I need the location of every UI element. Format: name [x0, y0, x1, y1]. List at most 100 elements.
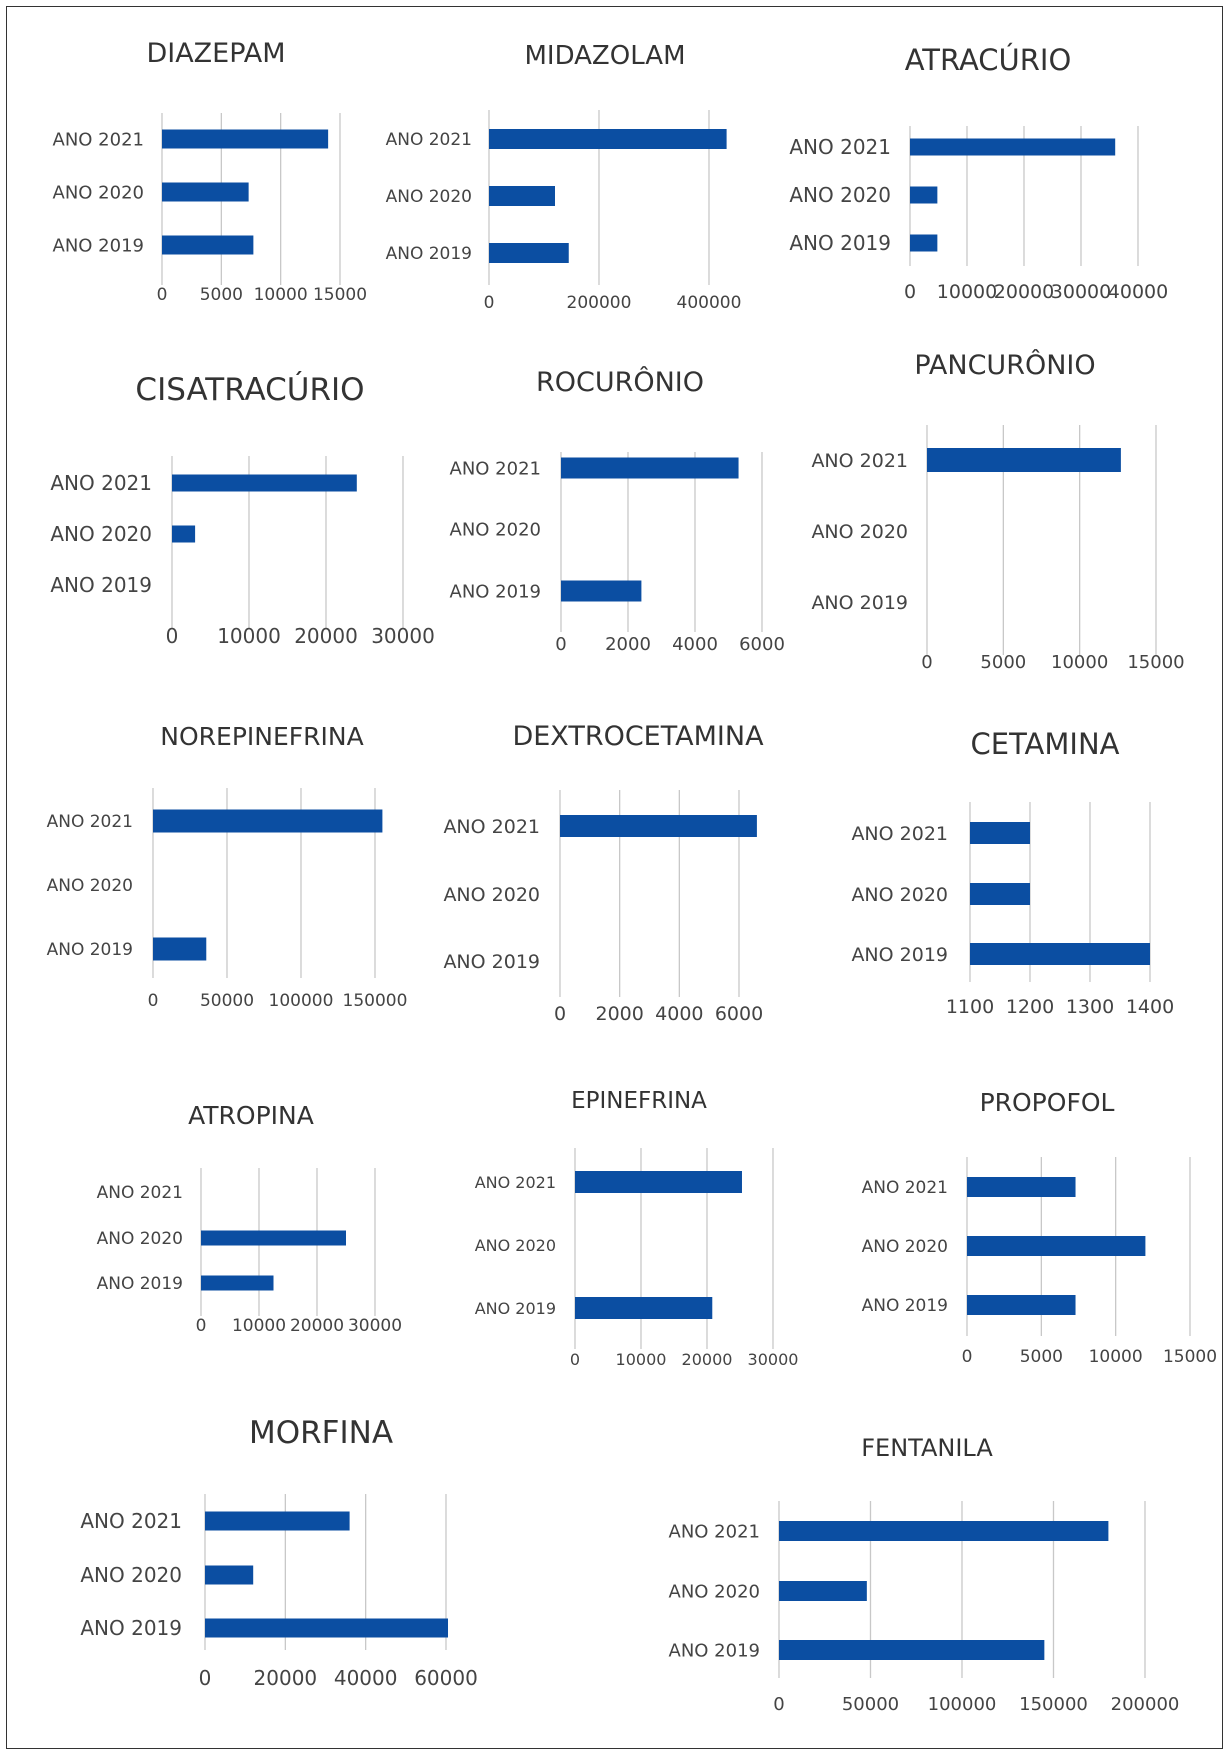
cisatracurio-category-label-1: ANO 2021 [50, 471, 152, 495]
midazolam-tick-label-1: 200000 [567, 293, 632, 313]
propofol-category-label-3: ANO 2019 [862, 1296, 948, 1316]
dextrocetamina-category-label-2: ANO 2020 [443, 884, 540, 906]
cetamina-title: CETAMINA [971, 727, 1120, 761]
epinefrina-tick-label-2: 20000 [682, 1350, 733, 1369]
epinefrina-tick-label-0: 0 [570, 1350, 580, 1369]
cetamina-category-label-2: ANO 2020 [851, 884, 948, 906]
atropina-category-label-2: ANO 2020 [97, 1229, 183, 1249]
atropina-category-label-3: ANO 2019 [97, 1274, 183, 1294]
diazepam-bar-ano-2021 [162, 129, 329, 149]
atracurio-tick-label-0: 0 [904, 281, 916, 303]
fentanila-tick-label-3: 150000 [1019, 1694, 1088, 1715]
midazolam-bar-ano-2021 [489, 129, 727, 149]
rocuronio-category-label-2: ANO 2020 [450, 519, 541, 540]
atropina-bar-ano-2020 [201, 1230, 346, 1246]
fentanila-bar-ano-2020 [779, 1581, 867, 1601]
morfina-tick-label-3: 60000 [414, 1666, 478, 1690]
pancuronio-tick-label-1: 5000 [980, 652, 1026, 673]
midazolam-bar-ano-2019 [489, 243, 569, 263]
fentanila-bar-ano-2021 [779, 1521, 1109, 1541]
propofol-tick-label-2: 10000 [1089, 1347, 1143, 1367]
dextrocetamina-tick-label-1: 2000 [595, 1003, 643, 1025]
rocuronio-tick-label-2: 4000 [672, 634, 718, 655]
propofol-bar-ano-2020 [967, 1236, 1146, 1256]
fentanila-bar-ano-2019 [779, 1640, 1045, 1660]
propofol-category-label-1: ANO 2021 [862, 1178, 948, 1198]
atropina-category-label-1: ANO 2021 [97, 1183, 183, 1203]
midazolam-category-label-3: ANO 2019 [386, 244, 472, 264]
cetamina-tick-label-3: 1400 [1126, 996, 1174, 1018]
atropina-tick-label-1: 10000 [232, 1316, 286, 1336]
diazepam-category-label-3: ANO 2019 [53, 235, 144, 256]
midazolam-title: MIDAZOLAM [524, 41, 685, 71]
propofol-tick-label-1: 5000 [1020, 1347, 1063, 1367]
cisatracurio-category-label-2: ANO 2020 [50, 522, 152, 546]
pancuronio-category-label-2: ANO 2020 [811, 521, 908, 543]
pancuronio-tick-label-0: 0 [921, 652, 932, 673]
propofol-tick-label-0: 0 [962, 1347, 973, 1367]
midazolam-category-label-1: ANO 2021 [386, 130, 472, 150]
atracurio-tick-label-4: 40000 [1108, 281, 1168, 303]
propofol-bar-ano-2021 [967, 1177, 1076, 1197]
cetamina-bar-ano-2019 [970, 943, 1150, 965]
midazolam-bar-ano-2020 [489, 186, 555, 206]
atracurio-bar-ano-2020 [910, 186, 938, 204]
fentanila-tick-label-4: 200000 [1111, 1694, 1180, 1715]
pancuronio-category-label-1: ANO 2021 [811, 450, 908, 472]
diazepam-tick-label-3: 15000 [313, 285, 367, 305]
fentanila-category-label-2: ANO 2020 [669, 1581, 760, 1602]
cisatracurio-tick-label-3: 30000 [371, 624, 435, 648]
morfina-tick-label-1: 20000 [254, 1666, 318, 1690]
cisatracurio-bar-ano-2020 [172, 525, 196, 543]
diazepam-title: DIAZEPAM [146, 38, 285, 69]
atracurio-category-label-1: ANO 2021 [789, 135, 891, 159]
propofol-tick-label-3: 15000 [1163, 1347, 1217, 1367]
morfina-category-label-1: ANO 2021 [80, 1509, 182, 1533]
dextrocetamina-bar-ano-2021 [560, 815, 757, 837]
norepinefrina-bar-ano-2021 [153, 809, 383, 833]
rocuronio-tick-label-3: 6000 [739, 634, 785, 655]
propofol-bar-ano-2019 [967, 1295, 1076, 1315]
dextrocetamina-tick-label-2: 4000 [655, 1003, 703, 1025]
atropina-tick-label-0: 0 [196, 1316, 207, 1336]
morfina-tick-label-0: 0 [199, 1666, 212, 1690]
dextrocetamina-category-label-3: ANO 2019 [443, 951, 540, 973]
atracurio-category-label-2: ANO 2020 [789, 183, 891, 207]
dextrocetamina-tick-label-3: 6000 [715, 1003, 763, 1025]
morfina-bar-ano-2021 [205, 1511, 350, 1531]
propofol-category-label-2: ANO 2020 [862, 1237, 948, 1257]
fentanila-category-label-3: ANO 2019 [669, 1640, 760, 1661]
cisatracurio-title: CISATRACÚRIO [135, 371, 364, 408]
rocuronio-category-label-3: ANO 2019 [450, 581, 541, 602]
morfina-tick-label-2: 40000 [334, 1666, 398, 1690]
fentanila-tick-label-0: 0 [773, 1694, 784, 1715]
cetamina-bar-ano-2020 [970, 883, 1030, 905]
epinefrina-tick-label-3: 30000 [748, 1350, 799, 1369]
fentanila-tick-label-1: 50000 [842, 1694, 899, 1715]
propofol-title: PROPOFOL [980, 1088, 1115, 1117]
epinefrina-title: EPINEFRINA [571, 1088, 707, 1114]
cisatracurio-bar-ano-2021 [172, 474, 357, 492]
norepinefrina-category-label-3: ANO 2019 [47, 940, 133, 960]
rocuronio-title: ROCURÔNIO [536, 366, 704, 398]
pancuronio-tick-label-3: 15000 [1127, 652, 1184, 673]
epinefrina-category-label-2: ANO 2020 [475, 1236, 556, 1255]
norepinefrina-bar-ano-2019 [153, 937, 207, 961]
rocuronio-bar-ano-2019 [561, 580, 642, 602]
midazolam-tick-label-2: 400000 [677, 293, 742, 313]
atracurio-tick-label-3: 30000 [1051, 281, 1111, 303]
pancuronio-title: PANCURÔNIO [914, 349, 1095, 381]
epinefrina-category-label-1: ANO 2021 [475, 1173, 556, 1192]
cetamina-bar-ano-2021 [970, 822, 1030, 844]
cisatracurio-tick-label-2: 20000 [294, 624, 358, 648]
rocuronio-category-label-1: ANO 2021 [450, 458, 541, 479]
cetamina-tick-label-1: 1200 [1006, 996, 1054, 1018]
cisatracurio-category-label-3: ANO 2019 [50, 573, 152, 597]
diazepam-bar-ano-2020 [162, 182, 249, 202]
atracurio-tick-label-1: 10000 [937, 281, 997, 303]
atracurio-bar-ano-2021 [910, 138, 1116, 156]
midazolam-tick-label-0: 0 [484, 293, 495, 313]
epinefrina-bar-ano-2019 [575, 1297, 713, 1319]
rocuronio-tick-label-0: 0 [555, 634, 566, 655]
norepinefrina-tick-label-0: 0 [148, 991, 159, 1011]
